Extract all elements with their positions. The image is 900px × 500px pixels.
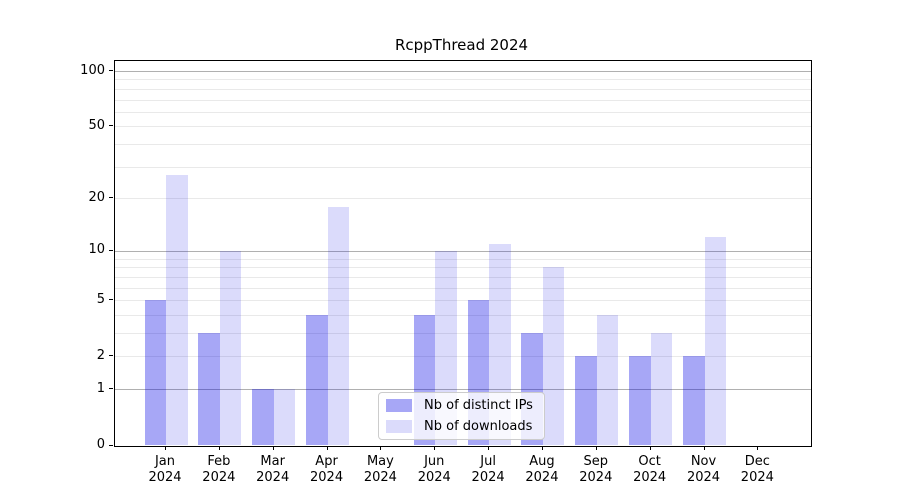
x-axis-tick	[272, 446, 274, 450]
x-axis-tick	[434, 446, 436, 450]
x-tick-year: 2024	[363, 469, 397, 485]
bar-nb-of-downloads-mar	[273, 389, 296, 446]
x-tick-label-jan: Jan 2024	[135, 454, 195, 486]
y-axis-tick	[109, 125, 113, 127]
gridline-minor	[114, 258, 811, 260]
y-axis-tick	[109, 388, 113, 390]
gridline-minor	[114, 99, 811, 101]
x-tick-label-apr: Apr 2024	[297, 454, 357, 486]
y-tick-label: 2	[96, 347, 105, 363]
y-tick-label: 1	[96, 380, 105, 396]
x-tick-year: 2024	[579, 469, 613, 485]
bar-nb-of-distinct-ips-nov	[683, 356, 705, 446]
gridline-minor	[114, 88, 811, 90]
legend-label-downloads: Nb of downloads	[424, 418, 533, 434]
x-tick-year: 2024	[202, 469, 236, 485]
x-tick-year: 2024	[471, 469, 505, 485]
x-axis-tick	[165, 446, 166, 450]
x-tick-label-oct: Oct 2024	[620, 454, 680, 486]
gridline-major	[114, 250, 811, 252]
gridline-minor	[114, 300, 811, 302]
plot-area	[113, 59, 812, 447]
y-tick-label: 5	[96, 291, 105, 307]
gridline-minor	[114, 111, 811, 113]
bar-nb-of-downloads-aug	[542, 267, 565, 446]
x-tick-year: 2024	[686, 469, 721, 485]
bar-nb-of-downloads-apr	[327, 206, 350, 446]
gridline-minor	[114, 79, 811, 81]
x-tick-label-sep: Sep 2024	[566, 454, 626, 486]
y-axis-tick	[109, 299, 113, 301]
legend-swatch-distinct-ips	[386, 399, 412, 412]
y-tick-label: 10	[88, 242, 105, 258]
x-tick-label-aug: Aug 2024	[512, 454, 572, 486]
gridline-minor	[114, 126, 811, 128]
y-axis-tick	[109, 355, 113, 357]
bar-nb-of-distinct-ips-jan	[144, 300, 166, 446]
legend: Nb of distinct IPs Nb of downloads	[378, 392, 545, 440]
bar-nb-of-distinct-ips-mar	[252, 389, 274, 446]
legend-swatch-downloads	[386, 420, 412, 433]
y-axis-tick	[109, 444, 113, 446]
x-tick-year: 2024	[740, 469, 774, 485]
legend-label-distinct-ips: Nb of distinct IPs	[424, 397, 533, 413]
x-tick-year: 2024	[417, 469, 451, 485]
y-tick-label: 100	[80, 62, 105, 78]
x-axis-tick	[488, 446, 490, 450]
x-axis-tick	[218, 446, 220, 450]
chart-title: RcppThread 2024	[394, 36, 529, 54]
gridline-minor	[114, 287, 811, 289]
x-axis-tick	[757, 446, 759, 450]
y-tick-label: 20	[88, 189, 105, 205]
x-axis-tick	[649, 446, 651, 450]
y-axis-tick	[109, 70, 113, 72]
x-tick-label-dec: Dec 2024	[727, 454, 787, 486]
x-axis-tick	[541, 446, 543, 450]
gridline-minor	[114, 267, 811, 269]
y-axis-tick	[109, 197, 113, 199]
gridline-minor	[114, 166, 811, 168]
x-tick-year: 2024	[148, 469, 182, 485]
gridline-minor	[114, 144, 811, 146]
bar-nb-of-downloads-jan	[166, 175, 188, 446]
bar-nb-of-downloads-feb	[219, 250, 242, 446]
bar-nb-of-downloads-nov	[704, 237, 726, 446]
x-tick-year: 2024	[310, 469, 344, 485]
x-tick-year: 2024	[256, 469, 290, 485]
x-axis-tick	[595, 446, 597, 450]
y-tick-label: 50	[88, 117, 105, 133]
bar-nb-of-distinct-ips-oct	[629, 356, 651, 446]
gridline-minor	[114, 314, 811, 316]
x-tick-label-jun: Jun 2024	[404, 454, 464, 486]
bar-nb-of-downloads-sep	[596, 314, 619, 446]
bar-nb-of-distinct-ips-sep	[575, 356, 597, 446]
bar-nb-of-distinct-ips-apr	[306, 314, 328, 446]
x-axis-tick	[703, 446, 705, 450]
x-tick-label-feb: Feb 2024	[189, 454, 249, 486]
x-axis-tick	[380, 446, 382, 450]
x-tick-year: 2024	[525, 469, 559, 485]
gridline-minor	[114, 198, 811, 200]
bar-nb-of-downloads-oct	[650, 333, 673, 446]
x-tick-label-nov: Nov 2024	[674, 454, 734, 486]
gridline-minor	[114, 333, 811, 335]
x-tick-label-may: May 2024	[350, 454, 410, 486]
y-axis-tick	[109, 249, 113, 251]
gridline-minor	[114, 356, 811, 358]
x-tick-year: 2024	[633, 469, 667, 485]
gridline-major	[114, 71, 811, 73]
gridline-minor	[114, 276, 811, 278]
x-tick-label-jul: Jul 2024	[458, 454, 518, 486]
bar-nb-of-distinct-ips-feb	[198, 333, 220, 446]
x-tick-label-mar: Mar 2024	[243, 454, 303, 486]
x-axis-tick	[326, 446, 328, 450]
legend-entry-downloads: Nb of downloads	[386, 418, 536, 434]
gridline-major	[114, 389, 811, 391]
y-tick-label: 0	[96, 437, 105, 452]
legend-entry-distinct-ips: Nb of distinct IPs	[386, 397, 536, 413]
